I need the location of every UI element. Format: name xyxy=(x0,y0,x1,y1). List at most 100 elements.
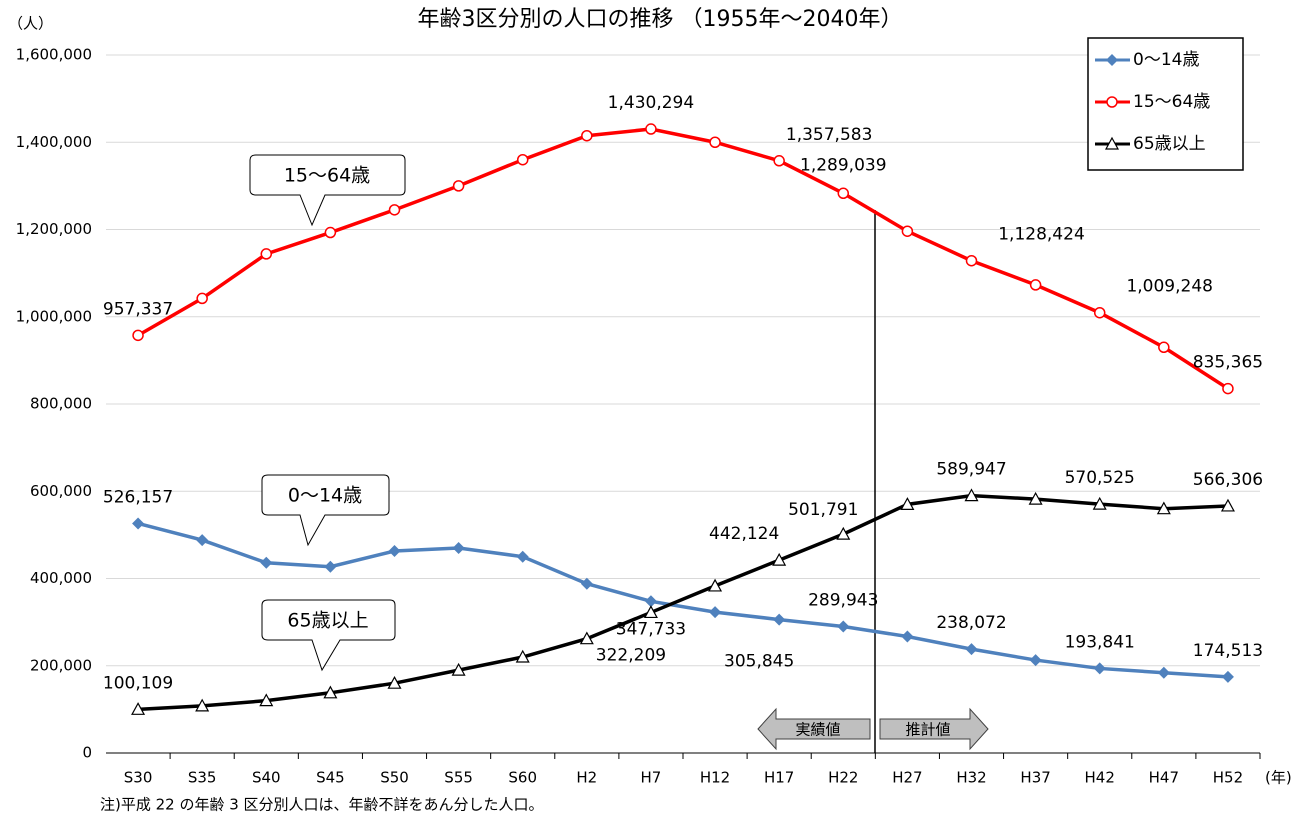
marker xyxy=(965,643,978,656)
x-tick-label: H2 xyxy=(576,769,597,787)
x-tick-label: S45 xyxy=(316,769,345,787)
legend-label: 15～64歳 xyxy=(1133,92,1210,112)
marker xyxy=(388,204,401,216)
callout-label: 0～14歳 xyxy=(288,485,362,507)
marker xyxy=(708,578,723,592)
data-label: 589,947 xyxy=(936,460,1006,480)
series-line xyxy=(137,493,1229,712)
marker xyxy=(1157,666,1170,679)
x-tick-label: H52 xyxy=(1213,769,1243,787)
marker xyxy=(1156,501,1171,515)
marker xyxy=(1158,341,1170,354)
marker xyxy=(964,488,979,502)
y-tick-label: 1,200,000 xyxy=(16,220,92,238)
x-tick-label: S30 xyxy=(124,769,153,787)
y-unit: （人） xyxy=(8,15,53,33)
y-tick-label: 1,600,000 xyxy=(16,46,92,64)
y-tick-label: 1,000,000 xyxy=(16,307,92,325)
data-label: 174,513 xyxy=(1193,641,1263,661)
y-tick-label: 200,000 xyxy=(30,656,92,674)
x-tick-label: H27 xyxy=(892,769,922,787)
x-unit: (年) xyxy=(1265,769,1292,787)
x-tick-label: H32 xyxy=(956,769,986,787)
marker xyxy=(1029,654,1042,667)
marker xyxy=(387,675,402,689)
marker xyxy=(516,153,529,166)
data-label: 526,157 xyxy=(103,487,173,507)
y-tick-label: 400,000 xyxy=(30,569,92,587)
legend-label: 65歳以上 xyxy=(1133,134,1206,154)
marker xyxy=(323,685,338,699)
legend-label: 0～14歳 xyxy=(1133,50,1199,70)
marker xyxy=(388,545,401,558)
series-line xyxy=(137,521,1229,679)
projection-label: 推計値 xyxy=(905,721,950,739)
marker xyxy=(196,292,208,305)
callout-box xyxy=(249,154,406,227)
marker xyxy=(515,649,530,663)
marker xyxy=(131,702,146,715)
marker xyxy=(579,631,594,645)
data-label: 238,072 xyxy=(936,613,1006,633)
callout-box xyxy=(261,599,396,672)
marker xyxy=(773,155,785,167)
marker xyxy=(1092,496,1107,510)
data-label: 1,128,424 xyxy=(998,225,1085,245)
marker xyxy=(643,605,658,619)
arrow-projection xyxy=(879,707,989,751)
data-label: 835,365 xyxy=(1193,353,1263,373)
data-label: 1,430,294 xyxy=(608,93,695,113)
marker xyxy=(1220,498,1235,512)
callout-label: 65歳以上 xyxy=(287,610,368,632)
data-label: 1,289,039 xyxy=(800,155,887,175)
marker xyxy=(1093,306,1106,319)
series-line xyxy=(137,127,1229,391)
x-tick-label: S35 xyxy=(188,769,217,787)
data-label: 289,943 xyxy=(808,591,878,611)
marker xyxy=(581,129,593,142)
marker xyxy=(837,620,850,633)
arrow-actual xyxy=(757,707,871,751)
x-tick-label: H12 xyxy=(700,769,730,787)
marker xyxy=(837,187,850,200)
data-label: 1,357,583 xyxy=(786,125,873,145)
marker xyxy=(836,526,851,540)
data-label: 957,337 xyxy=(103,299,173,319)
y-tick-label: 1,400,000 xyxy=(16,133,92,151)
x-tick-label: H47 xyxy=(1149,769,1179,787)
marker xyxy=(901,630,914,643)
actual-label: 実績値 xyxy=(795,721,840,739)
chart-title: 年齢3区分別の人口の推移 （1955年～2040年） xyxy=(418,7,903,32)
data-label: 305,845 xyxy=(724,652,794,672)
marker xyxy=(1029,279,1042,291)
legend-marker xyxy=(1104,136,1120,150)
marker xyxy=(1028,491,1043,505)
marker xyxy=(260,556,273,569)
data-label: 347,733 xyxy=(616,619,686,639)
marker xyxy=(772,552,787,566)
marker xyxy=(452,541,465,554)
marker xyxy=(260,248,273,260)
y-tick-label: 0 xyxy=(82,744,92,762)
callout-box xyxy=(261,474,390,547)
legend-marker xyxy=(1106,96,1118,108)
y-tick-label: 800,000 xyxy=(30,395,92,413)
data-label: 570,525 xyxy=(1065,468,1135,488)
marker xyxy=(709,136,721,148)
marker xyxy=(709,606,722,619)
marker xyxy=(132,517,145,530)
data-label: 193,841 xyxy=(1065,632,1135,652)
marker xyxy=(1093,662,1106,675)
x-tick-label: H7 xyxy=(641,769,662,787)
data-label: 322,209 xyxy=(596,645,666,665)
marker xyxy=(645,123,657,135)
marker xyxy=(901,225,914,237)
marker xyxy=(451,662,466,676)
x-tick-label: H37 xyxy=(1020,769,1050,787)
marker xyxy=(195,698,210,712)
callout-label: 15～64歳 xyxy=(284,165,370,187)
x-tick-label: S50 xyxy=(380,769,409,787)
y-tick-label: 600,000 xyxy=(30,482,92,500)
marker xyxy=(644,595,657,608)
legend-marker xyxy=(1106,54,1118,66)
